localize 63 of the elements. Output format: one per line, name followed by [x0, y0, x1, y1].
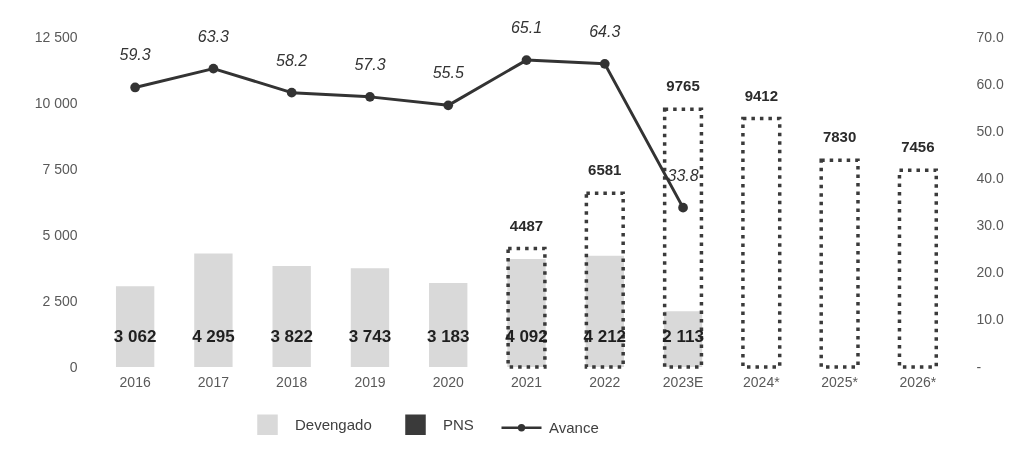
data-label: 4 295 — [192, 327, 235, 346]
data-label: 57.3 — [354, 55, 386, 73]
point — [365, 92, 375, 102]
legend-label: Devengado — [295, 415, 372, 433]
data-label: 33.8 — [667, 166, 699, 184]
point — [286, 87, 297, 98]
point — [599, 59, 610, 69]
x-tick-label: 2023E — [662, 373, 704, 390]
data-label: 55.5 — [432, 64, 464, 82]
data-label: 3 743 — [348, 327, 392, 346]
y-tick-label: 7 500 — [42, 160, 78, 177]
data-label: 58.2 — [276, 51, 308, 69]
data-label: 65.1 — [510, 19, 543, 37]
bar — [115, 286, 155, 367]
y2-tick-label: 50.0 — [976, 122, 1004, 139]
point — [130, 82, 141, 93]
data-label: 4 092 — [505, 327, 548, 346]
point — [678, 202, 688, 213]
data-label: 3 822 — [270, 327, 313, 346]
y-tick-label: 0 — [69, 358, 78, 375]
y-tick-label: 12 500 — [34, 28, 78, 45]
x-tick-label: 2019 — [354, 373, 386, 390]
y-tick-label: 10 000 — [34, 94, 78, 111]
data-label: 6581 — [588, 161, 622, 179]
data-label: 3 183 — [426, 327, 470, 346]
data-label: 63.3 — [197, 27, 230, 45]
data-label: 59.3 — [119, 46, 151, 64]
y2-tick-label: 30.0 — [976, 217, 1004, 234]
x-tick-label: 2016 — [119, 373, 151, 390]
data-label: 3 062 — [113, 327, 157, 346]
point — [521, 55, 532, 65]
bar — [194, 253, 233, 367]
data-label: 9765 — [666, 77, 700, 95]
data-label: 4 212 — [583, 327, 627, 346]
x-tick-label: 2026* — [899, 373, 937, 390]
data-label: 9412 — [744, 86, 779, 104]
x-tick-label: 2020 — [432, 373, 465, 390]
data-label: 64.3 — [589, 22, 621, 40]
legend-label: Avance — [549, 418, 599, 436]
y-tick-label: 2 500 — [42, 292, 78, 309]
y2-tick-label: 10.0 — [976, 311, 1004, 328]
point — [208, 63, 219, 74]
x-tick-label: 2022 — [589, 373, 621, 390]
y2-tick-label: - — [976, 358, 982, 375]
data-label: 2 113 — [662, 327, 704, 346]
data-label: 4487 — [509, 216, 544, 234]
y-tick-label: 5 000 — [42, 226, 78, 243]
y2-tick-label: 70.0 — [976, 28, 1004, 45]
x-tick-label: 2024* — [743, 373, 781, 390]
bar — [350, 268, 390, 367]
x-tick-label: 2017 — [197, 373, 230, 390]
data-label: 7830 — [822, 128, 857, 146]
x-tick-label: 2025* — [821, 373, 859, 390]
y2-tick-label: 20.0 — [976, 264, 1004, 281]
legend-label: PNS — [443, 415, 474, 433]
x-tick-label: 2021 — [510, 373, 543, 390]
bar — [272, 266, 311, 367]
point — [443, 100, 454, 111]
data-label: 7456 — [901, 138, 935, 156]
y2-tick-label: 40.0 — [976, 169, 1004, 186]
bar — [429, 282, 468, 367]
x-tick-label: 2018 — [276, 373, 308, 390]
y2-tick-label: 60.0 — [976, 75, 1004, 92]
